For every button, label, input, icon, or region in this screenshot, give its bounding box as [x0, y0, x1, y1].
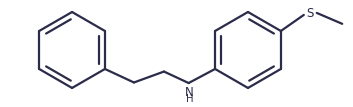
Text: N: N	[185, 86, 194, 99]
Text: H: H	[186, 94, 193, 104]
Text: S: S	[306, 7, 313, 20]
